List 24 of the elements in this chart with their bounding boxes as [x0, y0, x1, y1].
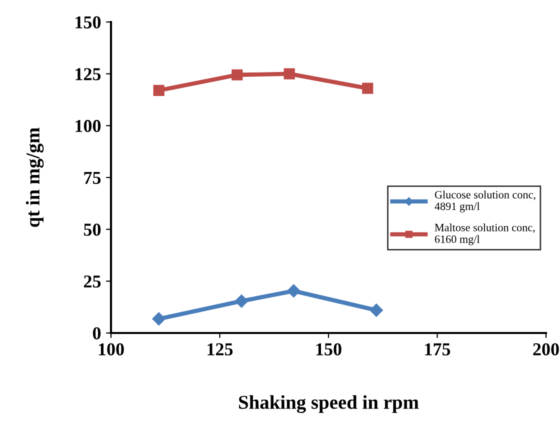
- point: [287, 284, 300, 298]
- y-tick-label: 125: [76, 68, 101, 80]
- x-tick-label: 200: [533, 343, 559, 356]
- legend-label: Glucose solution conc, 4891 gm/l: [434, 190, 536, 212]
- y-axis-title: qt in mg/gm: [26, 128, 44, 227]
- legend-label: Maltose solution conc, 6160 mg/l: [434, 223, 535, 246]
- point: [232, 69, 243, 80]
- point: [362, 82, 374, 94]
- x-tick-label: 175: [425, 343, 450, 356]
- point: [370, 304, 383, 317]
- y-tick-label: 50: [84, 224, 101, 236]
- point: [152, 312, 166, 326]
- x-tick-label: 100: [98, 343, 124, 356]
- y-tick-label: 25: [84, 275, 101, 288]
- y-tick-label: 100: [76, 120, 101, 132]
- point: [153, 84, 164, 96]
- y-tick-label: 0: [92, 327, 101, 340]
- x-tick-label: 150: [316, 343, 342, 356]
- x-axis-title: Shaking speed in rpm: [239, 395, 419, 413]
- y-tick-label: 75: [84, 172, 101, 184]
- point: [284, 68, 295, 80]
- point: [234, 294, 248, 308]
- y-tick-label: 150: [76, 16, 101, 28]
- x-tick-label: 125: [208, 343, 233, 356]
